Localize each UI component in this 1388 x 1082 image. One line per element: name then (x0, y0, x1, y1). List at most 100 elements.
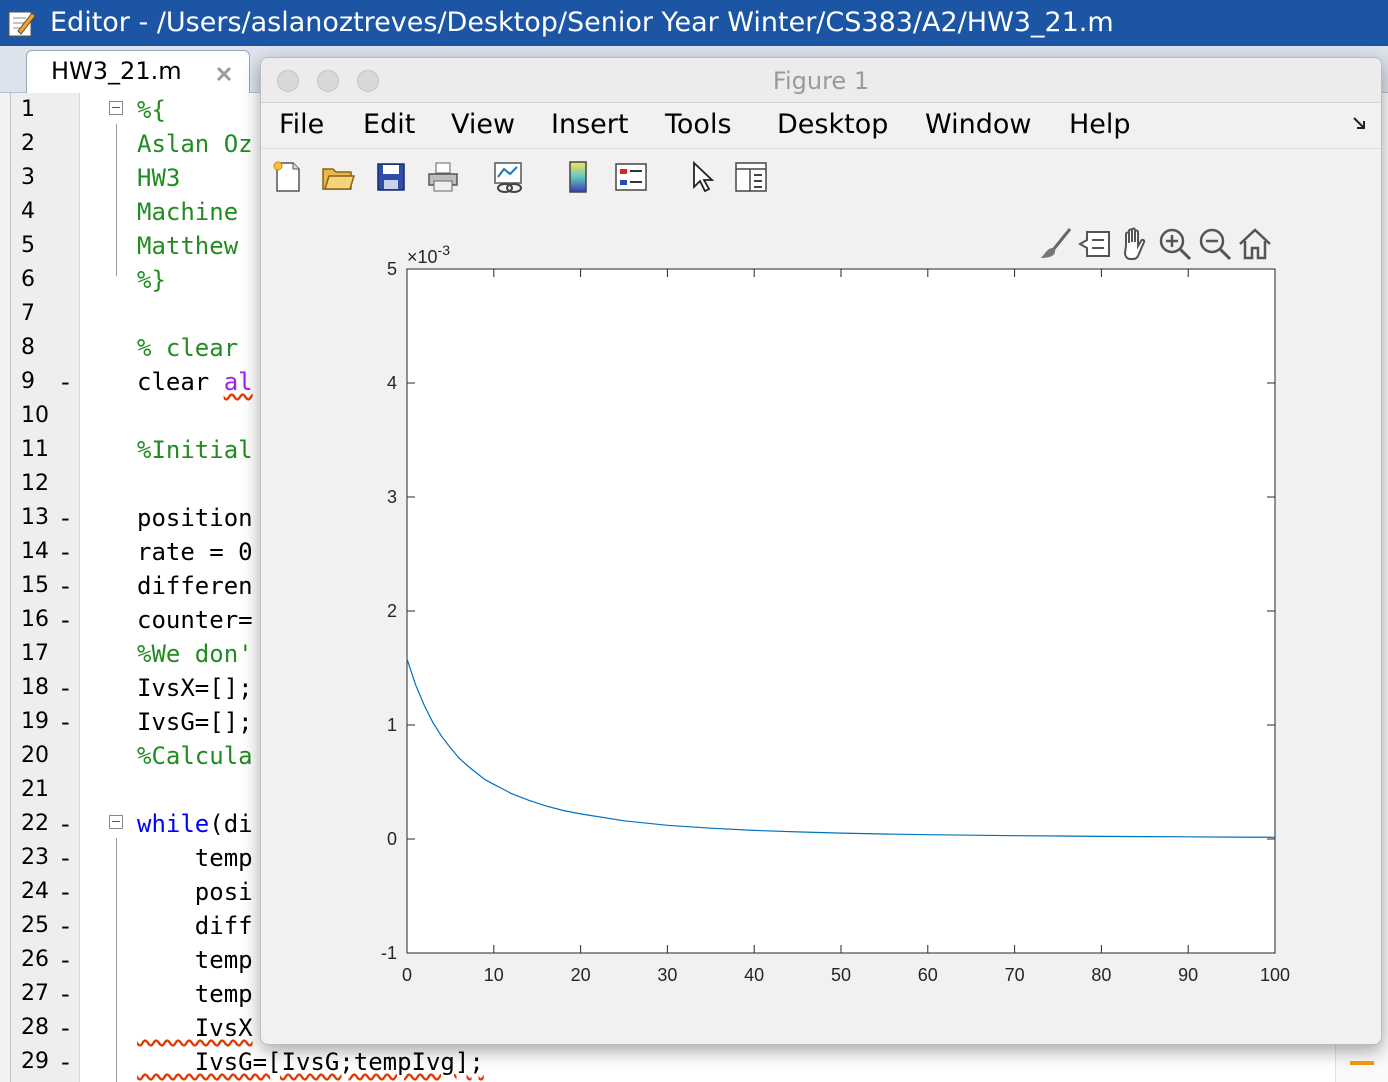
code-line[interactable]: 3 HW3 (11, 161, 1388, 195)
fold-guide-2 (116, 838, 117, 1082)
code-line[interactable]: 4 Machine (11, 195, 1388, 229)
code-line[interactable]: 29- IvsG=[IvsG;tempIvg]; (11, 1045, 1388, 1079)
menu-tools[interactable]: Tools (665, 109, 732, 140)
breakpoint-marker[interactable]: - (61, 572, 70, 600)
zoom-in-icon[interactable] (1157, 226, 1193, 262)
breakpoint-marker[interactable]: - (61, 810, 70, 838)
open-file-icon[interactable] (319, 159, 355, 195)
zoom-out-icon[interactable] (1197, 226, 1233, 262)
code-line[interactable]: 24- posi (11, 875, 1388, 909)
y-tick-label: 2 (387, 601, 397, 621)
code-segment: HW3 (137, 164, 181, 192)
code-line[interactable]: 8 % clear (11, 331, 1388, 365)
legend-icon[interactable] (613, 159, 649, 195)
code-line[interactable]: 5 Matthew (11, 229, 1388, 263)
code-line[interactable]: 12 (11, 467, 1388, 501)
code-segment: %{ (137, 96, 166, 124)
code-line[interactable]: 14- rate = 0 (11, 535, 1388, 569)
menu-desktop[interactable]: Desktop (777, 109, 889, 140)
line-number: 22 (21, 811, 49, 836)
save-icon[interactable] (373, 159, 409, 195)
brush-icon[interactable] (1037, 226, 1073, 262)
code-text: rate = 0 (137, 535, 253, 569)
print-icon[interactable] (425, 159, 461, 195)
code-line[interactable]: 6%} (11, 263, 1388, 297)
code-line[interactable]: 21 (11, 773, 1388, 807)
code-line[interactable]: 13- position (11, 501, 1388, 535)
pointer-icon[interactable] (685, 159, 721, 195)
code-line[interactable]: 7 (11, 297, 1388, 331)
breakpoint-marker[interactable]: - (61, 504, 70, 532)
menu-help[interactable]: Help (1069, 109, 1131, 140)
code-segment: IvsX (137, 1014, 253, 1042)
menu-window[interactable]: Window (925, 109, 1032, 140)
line-number: 9 (21, 369, 35, 394)
code-line[interactable]: 10 (11, 399, 1388, 433)
code-line[interactable]: 11 %Initial (11, 433, 1388, 467)
code-segment: counter= (137, 606, 253, 634)
code-line[interactable]: 27- temp (11, 977, 1388, 1011)
code-line[interactable]: 23- temp (11, 841, 1388, 875)
home-icon[interactable] (1237, 226, 1273, 262)
code-text: Aslan Oz (137, 127, 253, 161)
breakpoint-marker[interactable]: - (61, 912, 70, 940)
fold-toggle-icon[interactable] (109, 815, 123, 829)
code-line[interactable]: 22- while(di (11, 807, 1388, 841)
breakpoint-marker[interactable]: - (61, 674, 70, 702)
close-tab-icon[interactable] (215, 65, 233, 83)
tab-hw3-21[interactable]: HW3_21.m (26, 50, 250, 93)
code-line[interactable]: 26- temp (11, 943, 1388, 977)
line-number: 28 (21, 1015, 49, 1040)
figure-menubar: File Edit View Insert Tools Desktop Wind… (261, 103, 1381, 145)
menu-insert[interactable]: Insert (551, 109, 629, 140)
code-line[interactable]: 9 - clear al (11, 365, 1388, 399)
breakpoint-marker[interactable]: - (61, 1014, 70, 1042)
breakpoint-marker[interactable]: - (61, 606, 70, 634)
fold-toggle-icon[interactable] (109, 101, 123, 115)
breakpoint-marker[interactable]: - (61, 708, 70, 736)
dock-figure-icon[interactable] (1351, 115, 1369, 133)
code-segment: while (137, 810, 210, 838)
link-plot-icon[interactable] (491, 159, 527, 195)
data-tips-icon[interactable] (1077, 226, 1113, 262)
close-window-button[interactable] (277, 70, 299, 92)
minimize-window-button[interactable] (317, 70, 339, 92)
breakpoint-marker[interactable]: - (61, 980, 70, 1008)
line-number: 20 (21, 743, 49, 768)
zoom-window-button[interactable] (357, 70, 379, 92)
code-line[interactable]: 20 %Calcula (11, 739, 1388, 773)
code-text: IvsG=[IvsG;tempIvg]; (137, 1045, 484, 1079)
breakpoint-marker[interactable]: - (61, 1048, 70, 1076)
code-text: temp (137, 943, 253, 977)
breakpoint-marker[interactable]: - (61, 946, 70, 974)
code-line[interactable]: 18- IvsX=[]; (11, 671, 1388, 705)
code-segment: temp (137, 980, 253, 1008)
code-line[interactable]: 15- differen (11, 569, 1388, 603)
series-line[interactable] (406, 658, 1276, 838)
code-text: temp (137, 977, 253, 1011)
code-line[interactable]: 28- IvsX (11, 1011, 1388, 1045)
plot-area[interactable] (406, 268, 1276, 954)
warning-marker[interactable] (1350, 1061, 1374, 1065)
breakpoint-marker[interactable]: - (61, 878, 70, 906)
property-inspector-icon[interactable] (733, 159, 769, 195)
code-segment: IvsG=[IvsG;tempIvg]; (137, 1048, 484, 1076)
code-line[interactable]: 1 %{ (11, 93, 1388, 127)
code-line[interactable]: 19- IvsG=[]; (11, 705, 1388, 739)
y-exponent-label: ×10-3 (407, 242, 450, 267)
menu-view[interactable]: View (451, 109, 516, 140)
code-line[interactable]: 17 %We don' (11, 637, 1388, 671)
code-line[interactable]: 16- counter= (11, 603, 1388, 637)
menu-edit[interactable]: Edit (363, 109, 416, 140)
pan-icon[interactable] (1117, 226, 1153, 262)
code-line[interactable]: 2 Aslan Oz (11, 127, 1388, 161)
new-figure-icon[interactable] (269, 159, 305, 195)
colorbar-icon[interactable] (561, 159, 597, 195)
breakpoint-marker[interactable]: - (61, 368, 70, 396)
exponent-base: ×10 (407, 247, 438, 267)
breakpoint-marker[interactable]: - (61, 538, 70, 566)
breakpoint-marker[interactable]: - (61, 844, 70, 872)
code-line[interactable]: 25- diff (11, 909, 1388, 943)
menu-file[interactable]: File (279, 109, 325, 140)
